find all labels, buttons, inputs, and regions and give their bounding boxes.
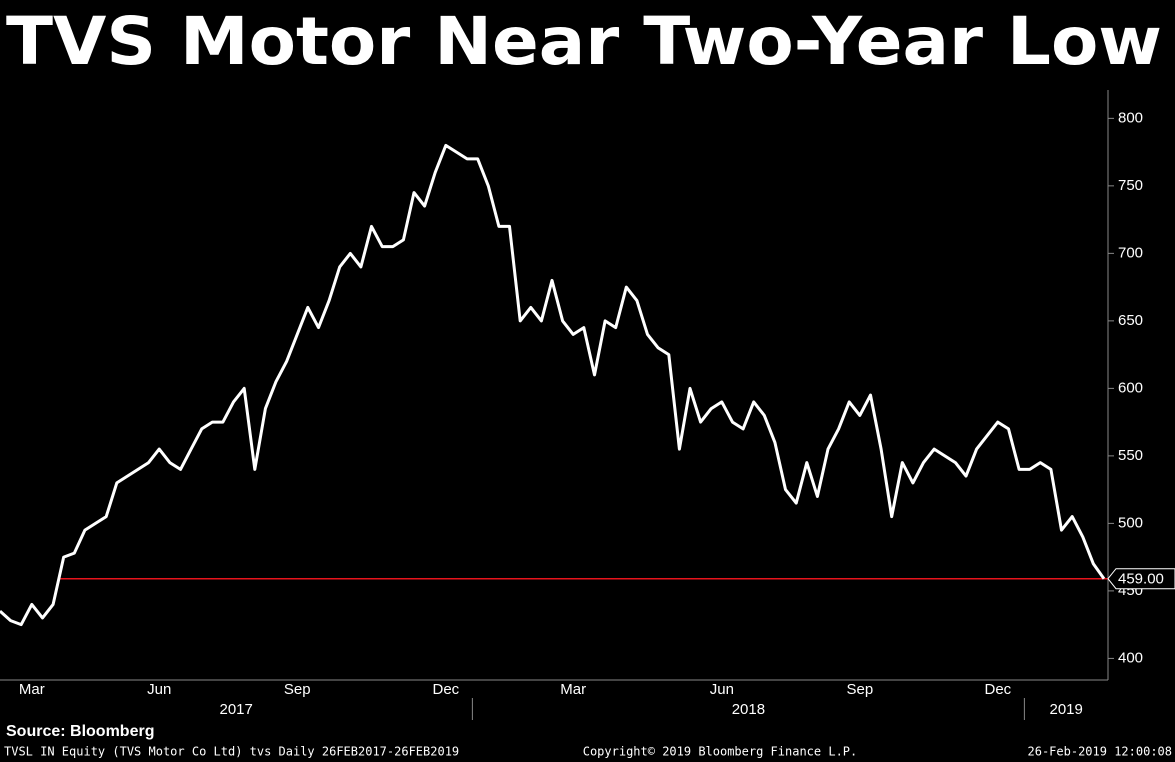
source: Source: Bloomberg — [6, 723, 154, 740]
last-value-label: 459.00 — [1118, 571, 1164, 588]
year-label: 2017 — [220, 701, 253, 718]
x-tick-label: Sep — [846, 681, 873, 698]
x-tick-label: Mar — [560, 681, 586, 698]
x-tick-label: Jun — [710, 681, 734, 698]
price-line — [0, 143, 1106, 627]
x-tick-label: Jun — [147, 681, 171, 698]
x-tick-label: Mar — [19, 681, 45, 698]
year-label: 2019 — [1050, 701, 1083, 718]
y-tick-label: 550 — [1118, 447, 1143, 464]
chart-title: TVS Motor Near Two-Year Low — [6, 3, 1162, 80]
y-tick-label: 600 — [1118, 379, 1143, 396]
year-label: 2018 — [732, 701, 765, 718]
x-tick-label: Dec — [985, 681, 1012, 698]
y-tick-label: 800 — [1118, 109, 1143, 126]
x-tick-label: Sep — [284, 681, 311, 698]
y-tick-label: 500 — [1118, 514, 1143, 531]
footer-center: Copyright© 2019 Bloomberg Finance L.P. — [583, 745, 858, 759]
x-tick-label: Dec — [433, 681, 460, 698]
last-value-box — [1107, 568, 1175, 590]
y-tick-label: 750 — [1118, 177, 1143, 194]
y-tick-label: 650 — [1118, 312, 1143, 329]
y-tick-label: 400 — [1118, 649, 1143, 666]
y-tick-label: 700 — [1118, 244, 1143, 261]
footer-right: 26-Feb-2019 12:00:08 — [1028, 745, 1173, 759]
footer-left: TVSL IN Equity (TVS Motor Co Ltd) tvs Da… — [4, 745, 459, 759]
